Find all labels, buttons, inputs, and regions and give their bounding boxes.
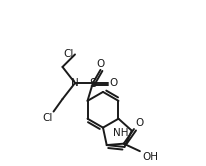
Text: O: O [134, 118, 143, 128]
Text: O: O [96, 59, 104, 69]
Text: O: O [109, 78, 117, 88]
Text: Cl: Cl [42, 113, 52, 123]
Text: N: N [71, 78, 78, 88]
Text: NH: NH [113, 128, 128, 138]
Text: S: S [89, 77, 96, 89]
Text: Cl: Cl [63, 49, 74, 59]
Text: OH: OH [141, 152, 157, 162]
